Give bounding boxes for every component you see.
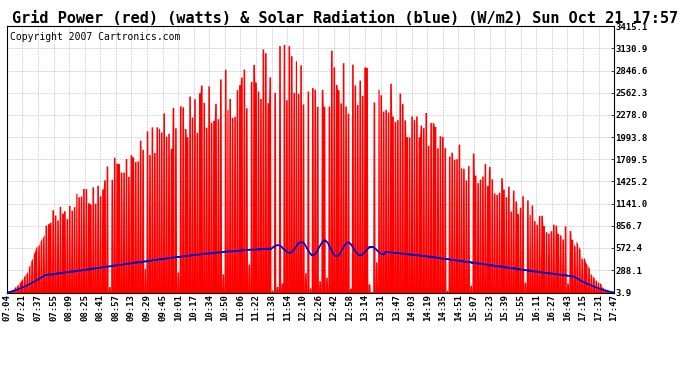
Text: Grid Power (red) (watts) & Solar Radiation (blue) (W/m2) Sun Oct 21 17:57: Grid Power (red) (watts) & Solar Radiati… bbox=[12, 11, 678, 26]
Text: Copyright 2007 Cartronics.com: Copyright 2007 Cartronics.com bbox=[10, 32, 180, 42]
